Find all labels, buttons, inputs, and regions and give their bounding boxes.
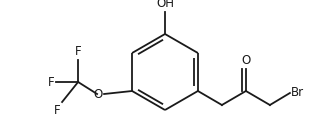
Text: Br: Br xyxy=(291,87,304,99)
Text: OH: OH xyxy=(156,0,174,10)
Text: F: F xyxy=(75,45,81,58)
Text: F: F xyxy=(47,75,54,88)
Text: O: O xyxy=(241,54,251,67)
Text: O: O xyxy=(94,87,103,100)
Text: F: F xyxy=(53,104,60,117)
